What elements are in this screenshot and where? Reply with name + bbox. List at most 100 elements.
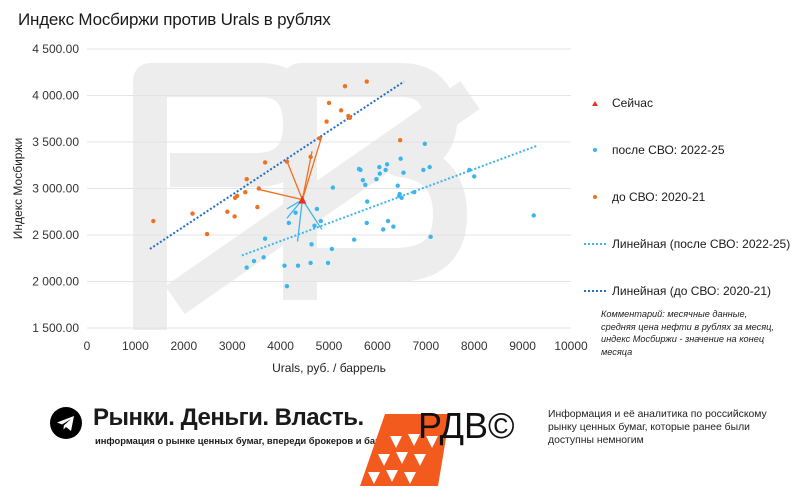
x-tick-label: 4000 [267,339,294,353]
chart-title: Индекс Мосбиржи против Urals в рублях [18,10,331,29]
x-tick-label: 3000 [219,339,246,353]
trendline [241,144,538,257]
data-point [384,162,390,167]
data-point [401,170,406,175]
data-point [391,224,396,229]
x-tick-label: 1000 [122,339,149,353]
legend-label: Линейная (после СВО: 2022-25) [612,237,791,251]
data-point [365,199,370,204]
legend-item-pre-trend: Линейная (до СВО: 2020-21) [582,284,771,298]
telegram-icon[interactable] [50,407,82,439]
data-point [342,84,348,89]
data-point [377,171,383,176]
data-point [151,218,156,224]
data-point [282,263,287,268]
legend-item-now: Сейчас [582,96,653,110]
data-point [427,164,432,170]
data-point [232,214,237,219]
rdv-logo: РДВ© [340,392,540,486]
watermark-logo [133,63,480,330]
data-point-now [298,195,307,204]
data-point [467,167,472,173]
pointer-arrow [301,199,323,230]
chart-comment: Комментарий: месячные данные, средняя це… [601,309,774,357]
pointer-arrow [258,188,303,201]
pointer-arrow [287,163,303,200]
data-point [411,190,417,195]
data-point [255,204,260,210]
data-point [325,260,331,266]
data-point [286,220,292,226]
data-point [293,210,298,215]
brand-tagline: информация о рынке ценных бумаг, впереди… [95,435,400,446]
data-point [381,227,386,232]
data-point [318,218,323,224]
y-axis-label: Индекс Мосбиржи [11,138,25,239]
data-point [326,100,332,106]
data-point [358,167,363,173]
data-point [363,182,368,187]
data-point [262,236,268,241]
data-point [351,237,357,242]
dot-marker-icon [593,195,597,199]
data-point [397,137,403,143]
pointer-arrow [301,136,323,200]
x-tick-label: 2000 [170,339,197,353]
data-point [251,258,257,264]
triangle-marker-icon [592,100,598,106]
data-point [314,206,320,212]
data-point [338,108,344,113]
scatter-chart: 1 500.00 2 000.00 2 500.00 3 000.00 3 500.00… [11,42,588,375]
footer: Рынки. Деньги. Власть. информация о рынк… [0,392,800,486]
data-point [398,156,403,161]
data-point [190,211,195,216]
data-point [261,255,266,260]
data-point [360,177,366,183]
dot-marker-icon [593,148,597,152]
data-point [364,220,369,226]
data-point [243,190,248,195]
y-tick-label: 4 500.00 [32,42,79,56]
legend-label: после СВО: 2022-25 [612,143,725,157]
y-tick-label: 2 000.00 [32,275,79,289]
data-point [317,136,322,141]
legend-item-pre: до СВО: 2020-21 [582,190,705,204]
data-point [284,159,290,164]
data-point [256,186,262,191]
data-point [374,177,379,182]
data-point [383,167,388,173]
data-point [531,213,536,218]
data-point [308,260,313,266]
trendline [149,80,405,250]
data-point [347,115,353,121]
pointer-arrow [301,151,313,200]
x-tick-label: 6000 [364,339,391,353]
data-point [312,223,317,228]
data-point [421,167,426,173]
data-point [422,141,428,147]
data-point [234,193,240,199]
x-tick-label: 10000 [554,339,588,353]
logo-text: РДВ© [418,405,515,446]
data-point [364,79,369,84]
y-tick-label: 3 500.00 [32,135,79,149]
data-point [428,234,433,240]
data-point [395,183,400,188]
x-tick-label: 8000 [461,339,488,353]
dotted-line-icon [584,290,606,292]
data-point [330,185,336,190]
data-point [377,164,382,170]
legend-label: Линейная (до СВО: 2020-21) [612,284,772,298]
data-point [284,283,290,289]
data-point [329,246,335,252]
x-tick-label: 7000 [412,339,439,353]
legend-item-post-trend: Линейная (после СВО: 2022-25) [582,237,790,251]
x-tick-label: 5000 [316,339,343,353]
data-point [308,154,313,160]
dotted-line-icon [584,243,606,245]
legend-label: до СВО: 2020-21 [612,190,706,204]
data-point [244,265,249,270]
data-point [385,218,391,224]
y-tick-label: 3 000.00 [32,182,79,196]
x-tick-label: 0 [84,339,91,353]
